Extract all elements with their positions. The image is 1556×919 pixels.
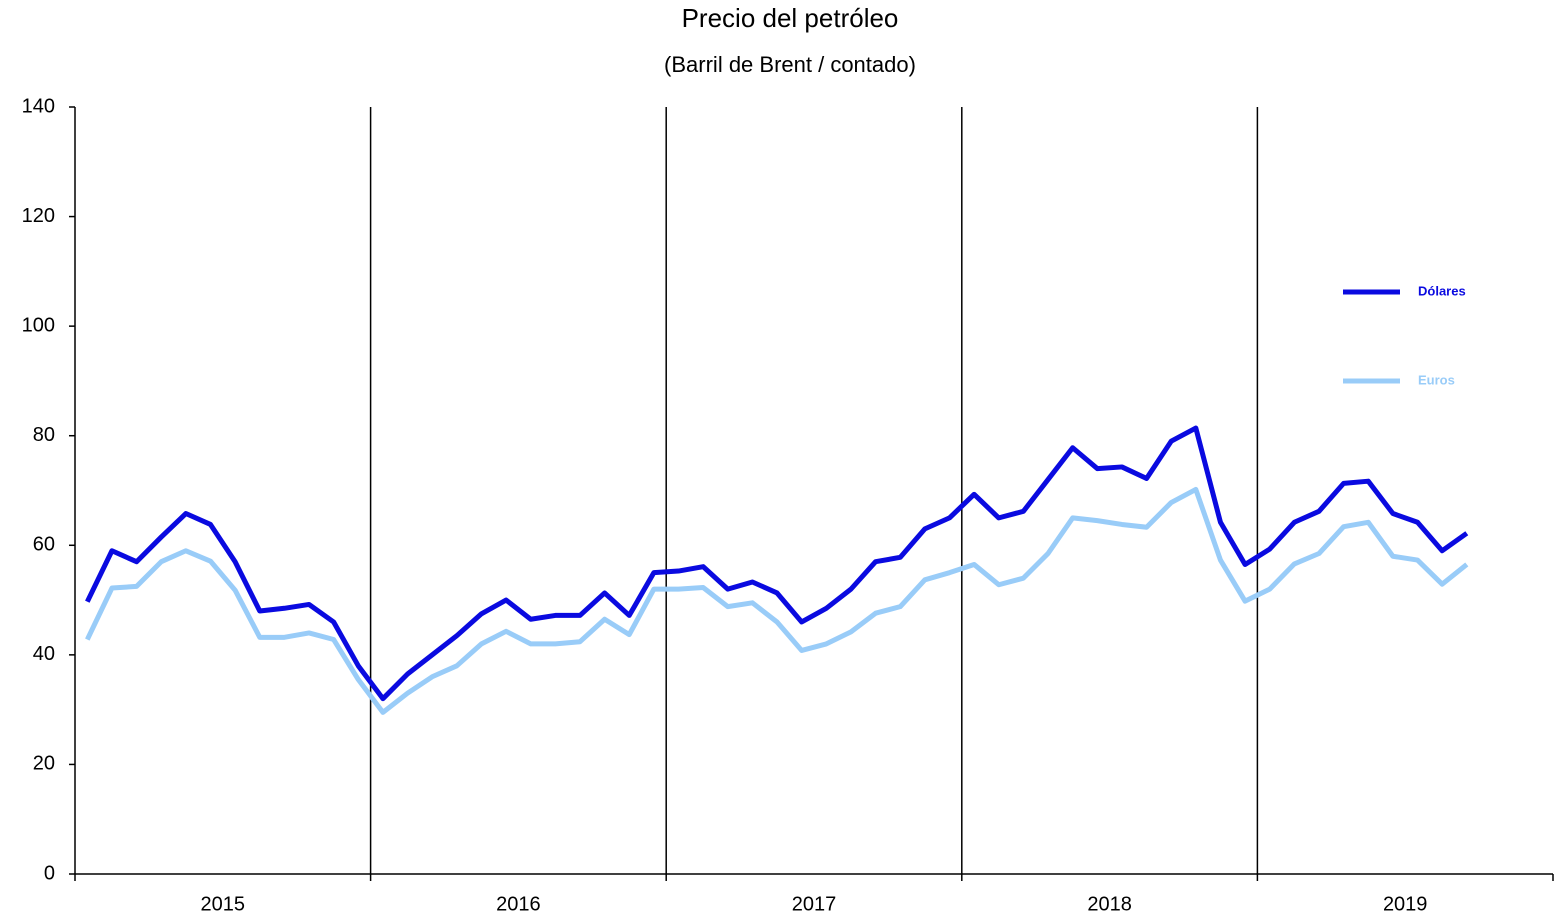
- legend-label: Euros: [1418, 372, 1455, 387]
- legend-label: Dólares: [1418, 283, 1466, 298]
- series-line: [85, 425, 1469, 702]
- y-tick-label: 20: [33, 753, 55, 775]
- y-tick-label: 0: [44, 862, 55, 884]
- chart-subtitle: (Barril de Brent / contado): [664, 52, 916, 77]
- y-tick-label: 80: [33, 424, 55, 446]
- y-tick-label: 100: [22, 314, 55, 336]
- year-label: 2017: [792, 893, 837, 915]
- year-label: 2018: [1087, 893, 1132, 915]
- year-label: 2016: [496, 893, 541, 915]
- y-tick-label: 120: [22, 205, 55, 227]
- y-tick-label: 60: [33, 534, 55, 556]
- year-label: 2015: [201, 893, 246, 915]
- y-tick-label: 140: [22, 95, 55, 117]
- chart-title: Precio del petróleo: [682, 3, 899, 33]
- year-label: 2019: [1383, 893, 1428, 915]
- y-tick-label: 40: [33, 643, 55, 665]
- series-line: [85, 486, 1469, 715]
